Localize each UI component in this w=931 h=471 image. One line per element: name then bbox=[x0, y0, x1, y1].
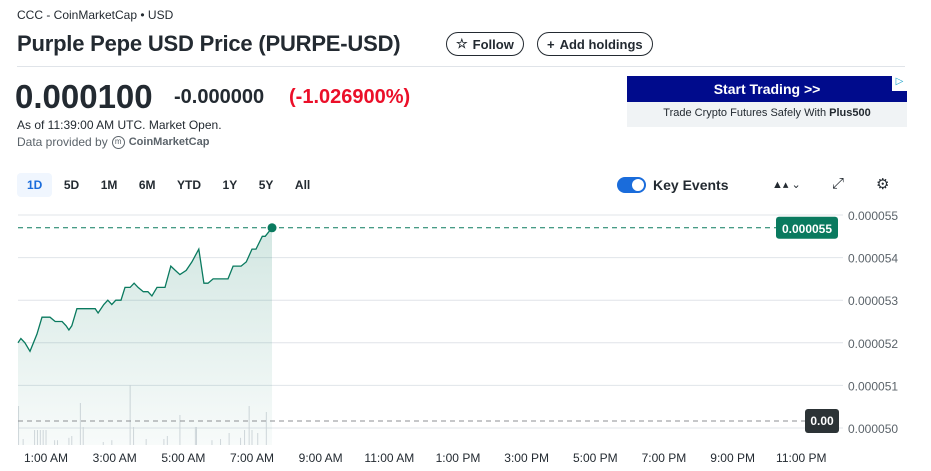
y-tick-label: 0.000052 bbox=[848, 337, 898, 351]
y-tick-label: 0.000055 bbox=[848, 209, 898, 223]
follow-label: Follow bbox=[472, 36, 514, 52]
key-events-toggle[interactable] bbox=[617, 177, 646, 193]
x-tick-label: 7:00 PM bbox=[642, 451, 687, 465]
x-tick-label: 5:00 AM bbox=[161, 451, 205, 465]
x-tick-label: 5:00 PM bbox=[573, 451, 618, 465]
star-icon: ☆ bbox=[456, 36, 468, 51]
price-area-fill bbox=[17, 227, 273, 445]
price-line bbox=[17, 227, 273, 353]
ad-brand: Plus500 bbox=[829, 107, 871, 119]
x-tick-label: 1:00 PM bbox=[436, 451, 481, 465]
provided-by-label: Data provided by bbox=[17, 135, 108, 149]
y-tick-label: 0.000053 bbox=[848, 294, 898, 308]
x-tick-label: 9:00 PM bbox=[710, 451, 755, 465]
ad-text-body: Trade Crypto Futures Safely With bbox=[663, 107, 830, 119]
gear-icon[interactable]: ⚙ bbox=[876, 176, 890, 193]
page-title: Purple Pepe USD Price (PURPE-USD) bbox=[17, 31, 401, 56]
ad-text: Trade Crypto Futures Safely With Plus500 bbox=[627, 102, 907, 119]
last-price-badge bbox=[776, 216, 838, 239]
tab-5d[interactable]: 5D bbox=[63, 178, 80, 192]
expand-icon[interactable]: ⤢ bbox=[832, 175, 845, 192]
data-provider: Data provided by m CoinMarketCap bbox=[17, 135, 209, 149]
ad-banner[interactable]: Start Trading >> Trade Crypto Futures Sa… bbox=[627, 76, 907, 127]
coinmarketcap-logo-icon: m bbox=[111, 135, 125, 149]
x-tick-label: 3:00 PM bbox=[504, 451, 549, 465]
x-tick-label: 1:00 AM bbox=[24, 451, 68, 465]
x-tick-label: 11:00 PM bbox=[776, 451, 826, 465]
tab-1d[interactable]: 1D bbox=[17, 173, 53, 197]
price-change: -0.000000 bbox=[174, 86, 265, 108]
plus-icon: + bbox=[547, 36, 555, 52]
breadcrumb: CCC - CoinMarketCap • USD bbox=[17, 8, 174, 22]
ad-cta[interactable]: Start Trading >> bbox=[627, 76, 907, 102]
follow-button[interactable]: ☆ Follow bbox=[446, 32, 524, 56]
adchoices-icon[interactable]: ▷ bbox=[892, 76, 907, 91]
y-tick-label: 0.000054 bbox=[848, 252, 898, 266]
tab-5y[interactable]: 5Y bbox=[258, 178, 274, 192]
tab-all[interactable]: All bbox=[294, 178, 311, 192]
y-tick-label: 0.000050 bbox=[848, 422, 898, 436]
last-price-badge-label: 0.000055 bbox=[782, 222, 832, 236]
current-price: 0.000100 bbox=[15, 78, 153, 115]
price-change-percent: (-1.026900%) bbox=[289, 86, 411, 108]
last-price-dot bbox=[267, 223, 277, 233]
mountain-chart-icon: ▲▴ bbox=[772, 179, 789, 191]
y-tick-label: 0.000051 bbox=[848, 379, 898, 393]
range-tabs: 1D 5D 1M 6M YTD 1Y 5Y All bbox=[17, 173, 322, 197]
volume-badge bbox=[805, 409, 839, 433]
tab-ytd[interactable]: YTD bbox=[177, 178, 202, 192]
x-tick-label: 9:00 AM bbox=[299, 451, 343, 465]
tab-1m[interactable]: 1M bbox=[100, 178, 118, 192]
add-holdings-button[interactable]: + Add holdings bbox=[537, 32, 653, 56]
chevron-down-icon: ⌄ bbox=[791, 179, 801, 191]
chart-type-dropdown[interactable]: ▲▴ ⌄ bbox=[772, 178, 801, 191]
as-of-timestamp: As of 11:39:00 AM UTC. Market Open. bbox=[17, 118, 222, 132]
provider-name: CoinMarketCap bbox=[128, 136, 210, 148]
x-tick-label: 3:00 AM bbox=[93, 451, 137, 465]
x-tick-label: 7:00 AM bbox=[230, 451, 274, 465]
divider bbox=[17, 66, 905, 67]
add-holdings-label: Add holdings bbox=[559, 36, 643, 52]
volume-badge-label: 0.00 bbox=[810, 414, 834, 428]
key-events-label: Key Events bbox=[653, 177, 729, 193]
tab-1y[interactable]: 1Y bbox=[222, 178, 238, 192]
tab-6m[interactable]: 6M bbox=[138, 178, 156, 192]
x-tick-label: 11:00 AM bbox=[364, 451, 414, 465]
